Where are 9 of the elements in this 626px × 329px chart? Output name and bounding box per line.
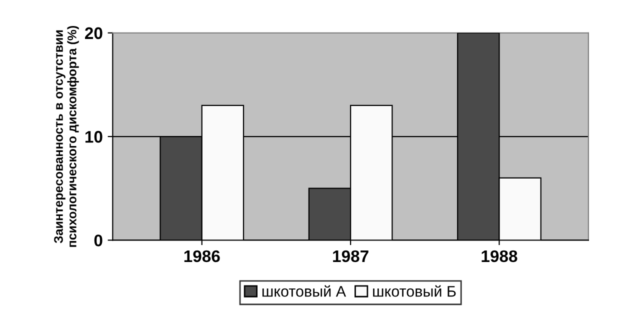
x-tick-label: 1987 [333, 250, 368, 262]
legend-label: шкотовый Б [373, 285, 456, 297]
legend-label: шкотовый А [262, 285, 346, 297]
y-tick-label: 20 [85, 27, 102, 40]
x-tick-label: 1988 [482, 250, 518, 262]
y-tick-label: 10 [85, 130, 102, 143]
x-tick-label: 1986 [184, 250, 220, 262]
y-axis-title: Заинтересованность в отсутствии психологического дискомфорта (%) [54, 26, 79, 247]
y-tick-label: 0 [94, 234, 102, 246]
